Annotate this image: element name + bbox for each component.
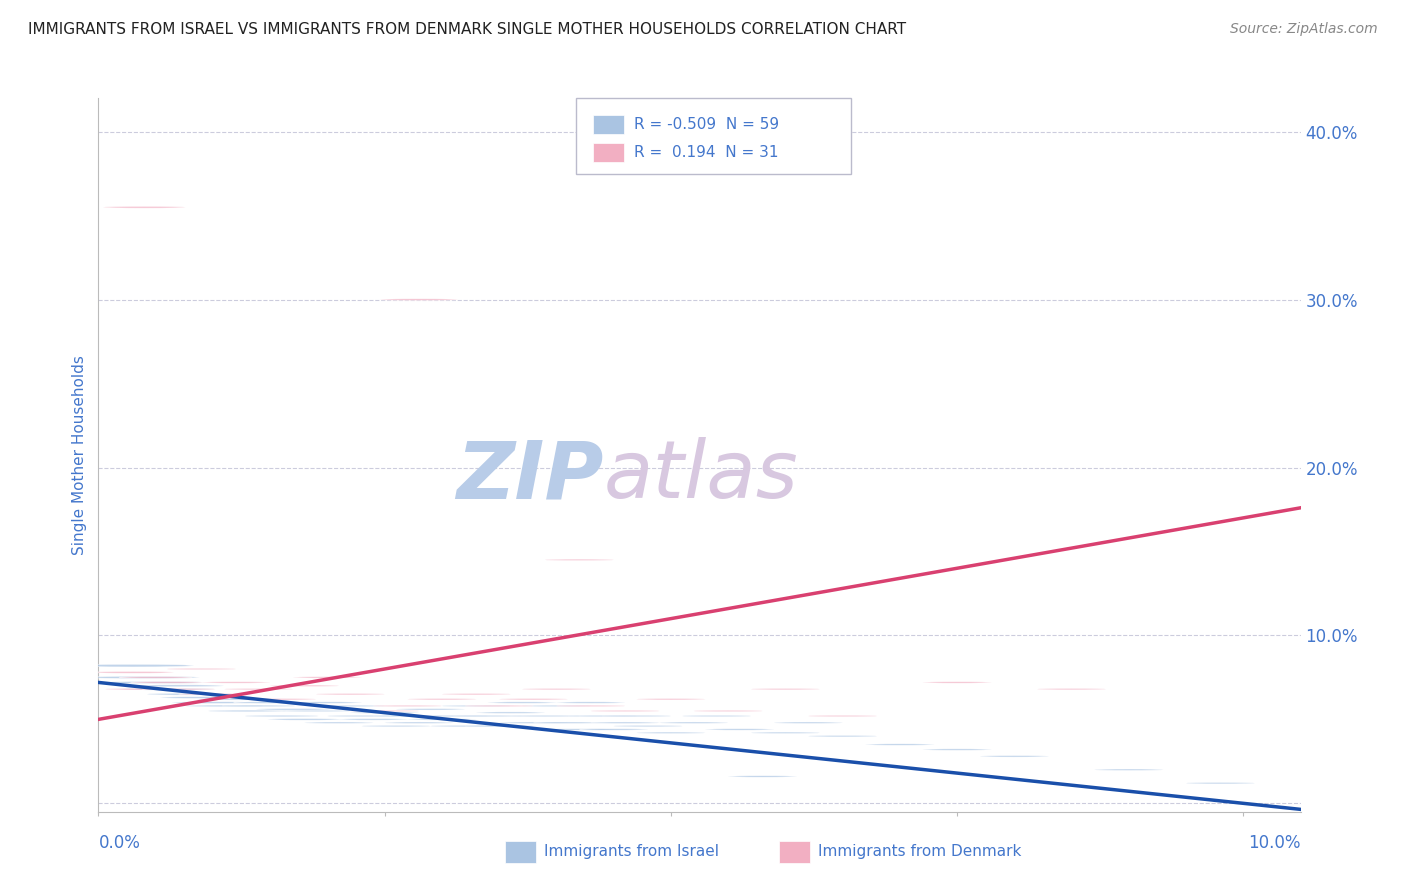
Ellipse shape xyxy=(201,681,270,683)
Ellipse shape xyxy=(510,715,579,717)
Ellipse shape xyxy=(408,698,477,700)
Text: Immigrants from Denmark: Immigrants from Denmark xyxy=(818,845,1022,859)
Ellipse shape xyxy=(546,729,613,731)
Text: ZIP: ZIP xyxy=(456,437,603,516)
Ellipse shape xyxy=(233,702,307,704)
Ellipse shape xyxy=(91,672,174,673)
Ellipse shape xyxy=(408,719,477,720)
Ellipse shape xyxy=(121,688,214,690)
Ellipse shape xyxy=(186,705,263,706)
Ellipse shape xyxy=(533,722,602,723)
Ellipse shape xyxy=(142,689,215,690)
Ellipse shape xyxy=(105,689,183,690)
Ellipse shape xyxy=(385,722,453,723)
Ellipse shape xyxy=(602,715,671,717)
Ellipse shape xyxy=(637,698,706,700)
Ellipse shape xyxy=(430,725,499,727)
Ellipse shape xyxy=(808,715,877,717)
Text: atlas: atlas xyxy=(603,437,799,516)
Ellipse shape xyxy=(682,715,751,717)
Text: 0.0%: 0.0% xyxy=(98,834,141,852)
Ellipse shape xyxy=(568,715,637,717)
Y-axis label: Single Mother Households: Single Mother Households xyxy=(72,355,87,555)
Text: Source: ZipAtlas.com: Source: ZipAtlas.com xyxy=(1230,22,1378,37)
Ellipse shape xyxy=(1038,689,1107,690)
Ellipse shape xyxy=(441,693,510,695)
Ellipse shape xyxy=(866,744,934,746)
Ellipse shape xyxy=(350,710,419,712)
Ellipse shape xyxy=(350,712,419,714)
Ellipse shape xyxy=(197,698,274,700)
Text: Immigrants from Israel: Immigrants from Israel xyxy=(544,845,718,859)
Ellipse shape xyxy=(245,715,318,717)
Ellipse shape xyxy=(167,668,236,670)
Text: R =  0.194  N = 31: R = 0.194 N = 31 xyxy=(634,145,779,161)
Ellipse shape xyxy=(613,725,682,727)
Ellipse shape xyxy=(305,722,373,723)
Ellipse shape xyxy=(105,681,205,683)
Ellipse shape xyxy=(1094,769,1163,771)
Ellipse shape xyxy=(120,677,193,678)
Ellipse shape xyxy=(488,702,557,703)
Ellipse shape xyxy=(148,693,233,695)
Ellipse shape xyxy=(659,722,728,723)
Ellipse shape xyxy=(922,681,991,683)
Ellipse shape xyxy=(225,689,292,690)
Ellipse shape xyxy=(522,689,591,690)
Ellipse shape xyxy=(89,676,200,679)
Ellipse shape xyxy=(637,732,706,733)
Ellipse shape xyxy=(281,710,350,712)
Ellipse shape xyxy=(247,698,316,700)
Ellipse shape xyxy=(579,729,648,731)
Ellipse shape xyxy=(328,715,396,717)
Ellipse shape xyxy=(396,708,465,710)
Ellipse shape xyxy=(751,689,820,690)
Ellipse shape xyxy=(292,677,361,678)
Ellipse shape xyxy=(179,693,247,695)
Ellipse shape xyxy=(728,776,797,777)
Ellipse shape xyxy=(172,702,254,704)
Ellipse shape xyxy=(1187,782,1254,784)
Ellipse shape xyxy=(465,725,533,727)
Ellipse shape xyxy=(419,715,488,717)
Ellipse shape xyxy=(72,665,194,667)
Ellipse shape xyxy=(546,559,613,560)
Ellipse shape xyxy=(267,719,342,720)
Ellipse shape xyxy=(160,697,242,698)
Ellipse shape xyxy=(339,719,408,720)
Ellipse shape xyxy=(103,206,186,208)
Ellipse shape xyxy=(706,729,773,731)
Ellipse shape xyxy=(453,715,522,717)
Ellipse shape xyxy=(256,708,330,710)
Ellipse shape xyxy=(980,756,1049,757)
Ellipse shape xyxy=(808,735,877,737)
Text: R = -0.509  N = 59: R = -0.509 N = 59 xyxy=(634,117,779,132)
Ellipse shape xyxy=(922,749,991,750)
Ellipse shape xyxy=(499,698,568,700)
Ellipse shape xyxy=(591,710,659,712)
Text: 10.0%: 10.0% xyxy=(1249,834,1301,852)
Ellipse shape xyxy=(134,685,224,687)
Ellipse shape xyxy=(131,681,204,683)
Ellipse shape xyxy=(208,710,287,712)
Ellipse shape xyxy=(270,685,339,687)
Ellipse shape xyxy=(316,693,385,695)
Ellipse shape xyxy=(361,725,430,727)
Ellipse shape xyxy=(380,299,458,301)
Ellipse shape xyxy=(591,722,659,723)
Ellipse shape xyxy=(693,710,762,712)
Ellipse shape xyxy=(751,732,820,733)
Ellipse shape xyxy=(499,722,568,723)
Ellipse shape xyxy=(292,702,361,703)
Ellipse shape xyxy=(373,715,441,717)
Ellipse shape xyxy=(773,722,842,723)
Ellipse shape xyxy=(557,702,626,703)
Ellipse shape xyxy=(477,712,546,714)
Text: IMMIGRANTS FROM ISRAEL VS IMMIGRANTS FROM DENMARK SINGLE MOTHER HOUSEHOLDS CORRE: IMMIGRANTS FROM ISRAEL VS IMMIGRANTS FRO… xyxy=(28,22,907,37)
